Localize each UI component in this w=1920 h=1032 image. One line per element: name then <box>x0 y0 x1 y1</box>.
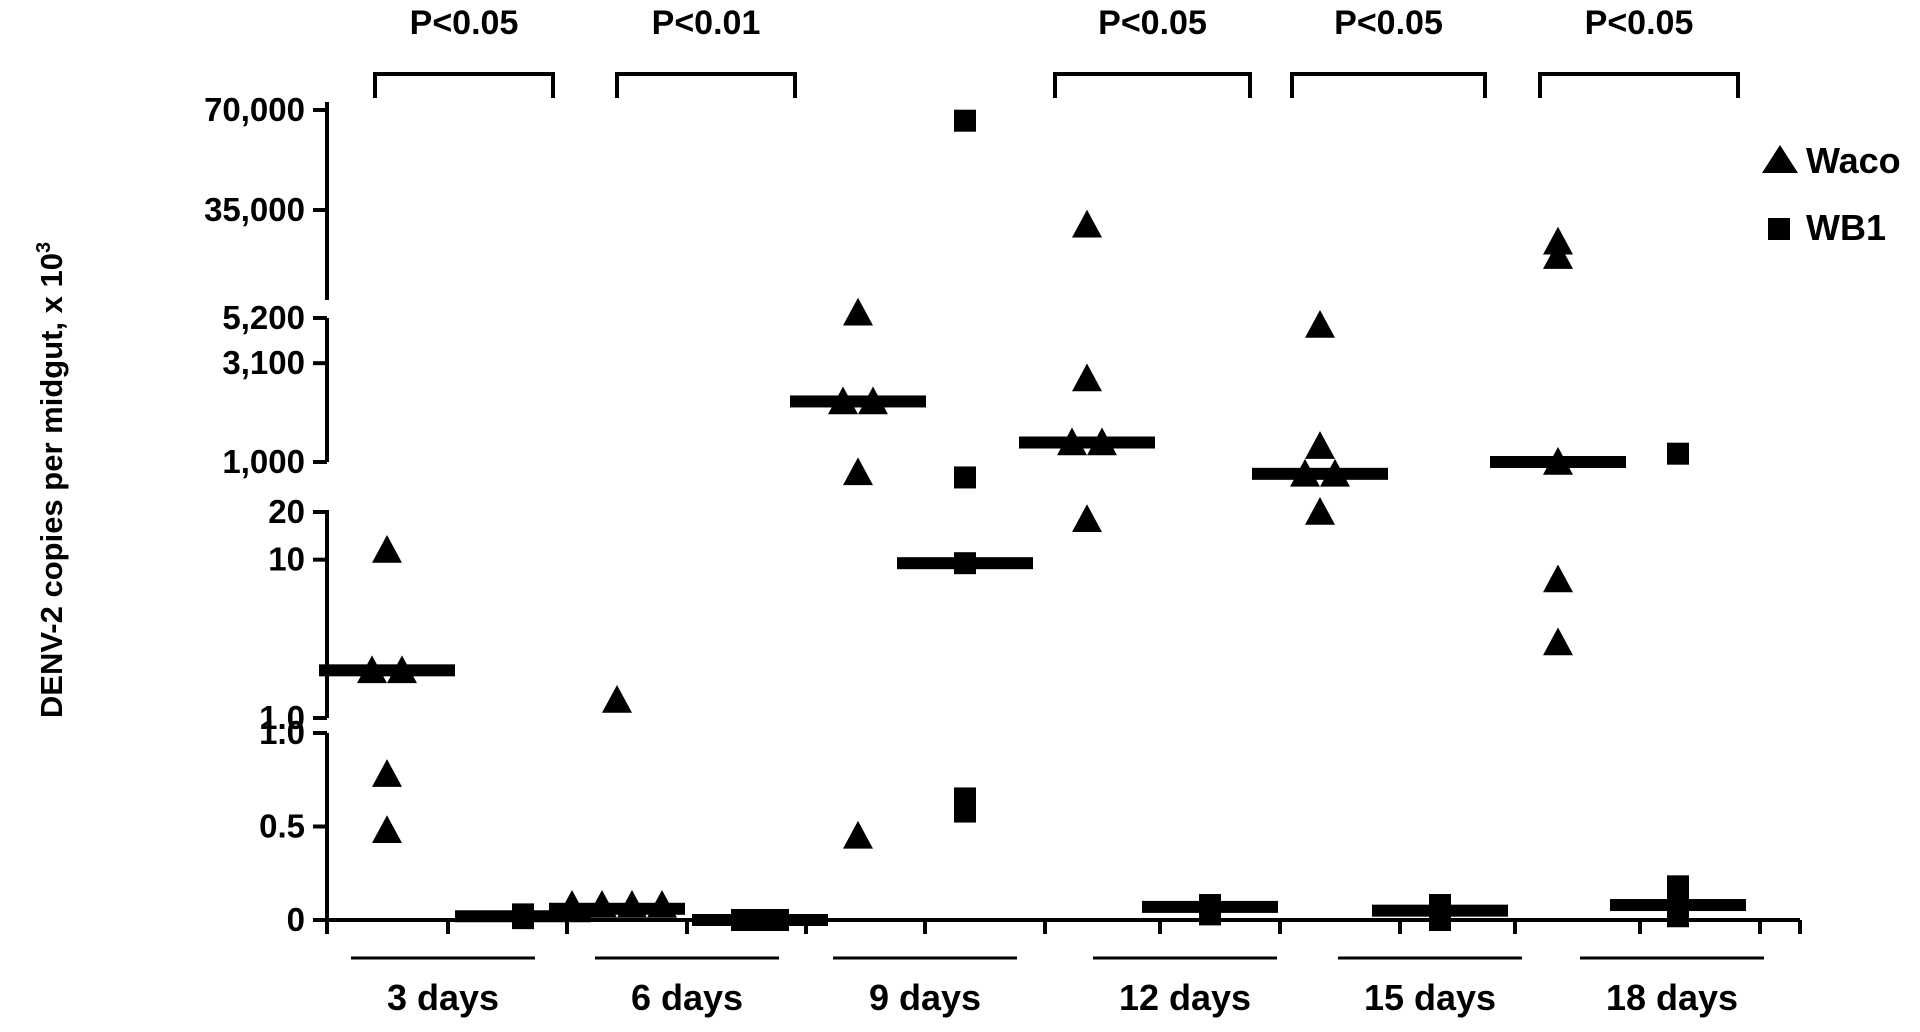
legend-square-icon <box>1768 218 1790 240</box>
x-category-label: 15 days <box>1364 977 1496 1018</box>
y-tick-label: 0.5 <box>259 808 305 845</box>
y-tick-label: 1.0 <box>259 699 305 736</box>
waco-point <box>1072 504 1102 532</box>
waco-median-line <box>1490 456 1626 468</box>
wb1-median-line <box>455 910 591 923</box>
p-value-label: P<0.05 <box>410 4 519 42</box>
waco-median-line <box>1252 467 1388 480</box>
waco-point <box>1072 209 1102 238</box>
wb1-median-line <box>1142 900 1278 913</box>
wb1-point <box>1667 442 1689 465</box>
waco-point <box>843 820 873 849</box>
y-axis-label: DENV-2 copies per midgut, x 103 <box>33 242 69 718</box>
waco-point <box>372 759 402 787</box>
significance-bracket <box>1290 72 1487 98</box>
p-value-label: P<0.01 <box>652 4 761 42</box>
waco-point <box>1543 241 1573 269</box>
y-tick-label: 5,200 <box>222 299 305 336</box>
wb1-point <box>954 466 976 489</box>
waco-point <box>1543 564 1573 593</box>
x-category-label: 18 days <box>1606 977 1738 1018</box>
wb1-median-line <box>1610 899 1746 912</box>
legend-label: Waco <box>1806 140 1901 181</box>
waco-point <box>1305 497 1335 525</box>
legend-label: WB1 <box>1806 207 1886 248</box>
x-category-label: 3 days <box>387 977 499 1018</box>
waco-point <box>1543 226 1573 255</box>
waco-point <box>1305 431 1335 459</box>
waco-point <box>602 684 632 713</box>
y-tick-label: 10 <box>268 541 305 578</box>
wb1-median-line <box>692 914 828 926</box>
wb1-median-line <box>1372 904 1508 917</box>
wb1-median-line <box>897 557 1033 570</box>
significance-bracket <box>1538 72 1740 98</box>
p-value-label: P<0.05 <box>1585 4 1694 42</box>
y-tick-label: 20 <box>268 493 305 530</box>
waco-median-line <box>790 395 926 408</box>
significance-bracket <box>373 72 555 98</box>
p-value-label: P<0.05 <box>1334 4 1443 42</box>
p-value-label: P<0.05 <box>1098 4 1207 42</box>
wb1-point <box>954 800 976 823</box>
y-tick-label: 1,000 <box>222 443 305 480</box>
y-tick-label: 0 <box>287 901 305 938</box>
axis-layer: 1.0 0.5 0 20 10 1.0 5,200 3,100 1,000 70,000 35,00… <box>204 4 1802 1018</box>
waco-point <box>1305 309 1335 338</box>
y-tick-label: 1.0 <box>259 714 305 751</box>
x-category-label: 12 days <box>1119 977 1251 1018</box>
waco-point <box>1072 363 1102 392</box>
significance-bracket <box>615 72 797 98</box>
waco-point <box>843 457 873 486</box>
legend: Waco WB1 <box>1762 140 1901 248</box>
waco-point <box>843 297 873 326</box>
x-category-label: 9 days <box>869 977 981 1018</box>
legend-triangle-icon <box>1762 145 1798 173</box>
marks-layer <box>319 109 1746 931</box>
significance-bracket <box>1053 72 1252 98</box>
wb1-point <box>1667 875 1689 898</box>
wb1-point <box>954 109 976 132</box>
waco-point <box>372 535 402 563</box>
y-tick-label: 35,000 <box>204 191 305 228</box>
y-tick-label: 70,000 <box>204 91 305 128</box>
waco-median-line <box>1019 436 1155 449</box>
waco-point <box>1543 627 1573 656</box>
waco-point <box>372 815 402 843</box>
y-tick-label: 3,100 <box>222 344 305 381</box>
x-category-label: 6 days <box>631 977 743 1018</box>
waco-median-line <box>319 664 455 677</box>
